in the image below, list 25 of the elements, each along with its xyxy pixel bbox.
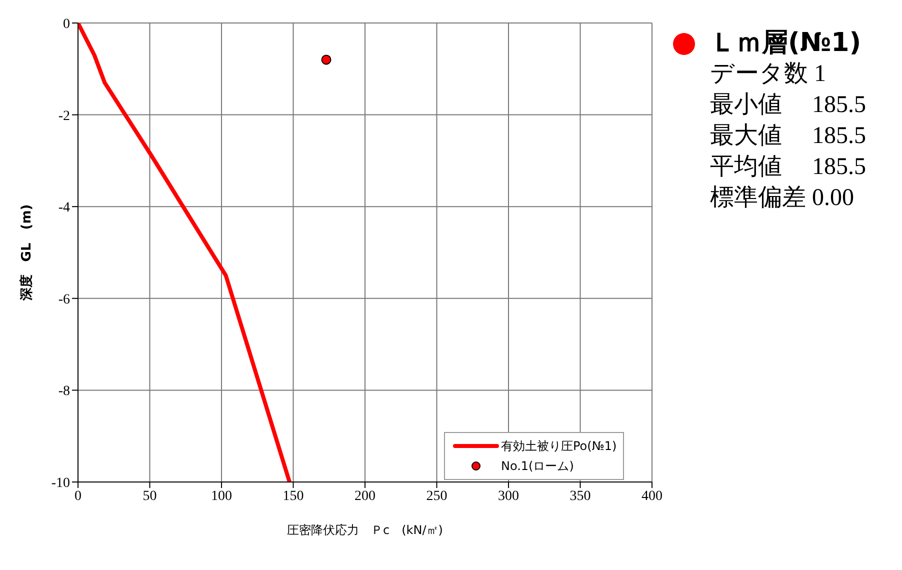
legend-label: No.1(ローム) — [501, 458, 574, 474]
x-tick-label: 200 — [354, 488, 376, 504]
x-tick-label: 400 — [642, 488, 662, 504]
y-axis-title: 深度 GL (m) — [18, 204, 35, 302]
y-tick-label: 0 — [63, 16, 70, 32]
x-tick-label: 250 — [426, 488, 448, 504]
x-tick-label: 300 — [498, 488, 519, 504]
x-tick-label: 50 — [142, 488, 157, 504]
text: 平均値 185.5 — [710, 153, 866, 182]
x-tick-label: 150 — [282, 488, 304, 504]
y-tick-label: -10 — [51, 476, 70, 491]
y-tick-label: -4 — [58, 200, 70, 216]
text: データ数 1 — [710, 60, 827, 89]
x-tick-label: 350 — [570, 488, 591, 504]
y-tick-label: -2 — [58, 108, 70, 124]
text: Ｌｍ層(№1) — [710, 28, 862, 59]
x-tick-label: 100 — [211, 488, 232, 504]
x-tick-label: 0 — [74, 488, 82, 504]
x-axis-title: 圧密降伏応力 Ｐc (kN/㎡) — [287, 523, 443, 537]
y-tick-label: -6 — [58, 292, 70, 308]
legend-label: 有効土被り圧Po(№1) — [501, 438, 617, 454]
text: 最大値 185.5 — [710, 122, 866, 151]
text: 標準偏差 0.00 — [710, 184, 855, 213]
text: 最小値 185.5 — [710, 91, 866, 120]
y-tick-label: -8 — [58, 384, 70, 400]
